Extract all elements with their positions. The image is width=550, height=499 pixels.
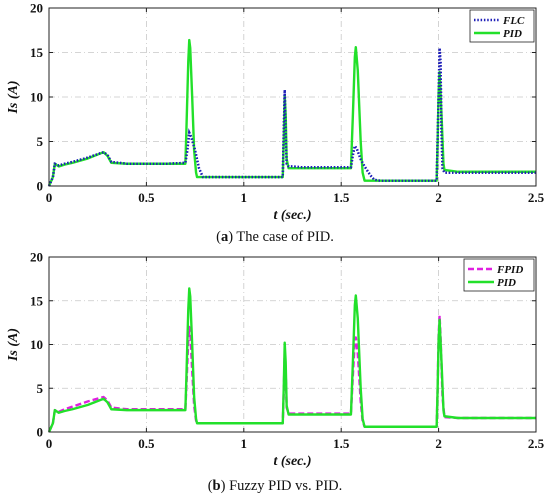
figure-caption: (b) Fuzzy PID vs. PID.	[208, 478, 343, 494]
legend-label-fpid: FPID	[496, 264, 523, 276]
y-tick-label: 15	[30, 45, 44, 60]
y-tick-label: 0	[37, 425, 44, 440]
y-tick-label: 15	[30, 293, 44, 308]
panel-b: 0 0.5 1 1.5 2 2.5 0 5 10 15 20 t (sec.) Is (A) FPIDPI…	[6, 250, 545, 495]
x-tick-label: 2	[435, 436, 442, 451]
x-tick-label: 0	[46, 190, 53, 205]
caption-text: Fuzzy PID vs. PID.	[229, 478, 342, 494]
x-tick-label: 1	[241, 436, 248, 451]
x-tick-label: 2.5	[528, 436, 545, 451]
legend-box	[463, 258, 535, 292]
y-tick-label: 10	[30, 337, 43, 352]
y-tick-label: 10	[30, 90, 43, 105]
y-tick-label: 5	[37, 134, 44, 149]
y-tick-label: 20	[30, 250, 43, 265]
x-tick-label: 2	[435, 190, 442, 205]
x-tick-label: 0.5	[138, 436, 155, 451]
figure-caption: (a) The case of PID.	[216, 229, 334, 245]
caption-paren: (	[208, 478, 213, 494]
y-tick-label: 0	[37, 179, 44, 194]
x-tick-label: 0	[46, 436, 53, 451]
x-axis-label: t (sec.)	[273, 208, 311, 223]
caption-paren: (	[216, 229, 221, 245]
panel-a: 0 0.5 1 1.5 2 2.5 0 5 10 15 20 t (sec.) Is (A) FLCPID…	[6, 1, 545, 246]
caption-text: The case of PID.	[236, 229, 333, 245]
x-tick-label: 0.5	[138, 190, 155, 205]
y-axis-label: Is (A)	[6, 80, 21, 114]
legend-box	[469, 9, 535, 43]
caption-paren: )	[228, 229, 236, 245]
y-tick-label: 5	[37, 381, 44, 396]
x-tick-label: 1.5	[333, 436, 350, 451]
caption-label: b	[213, 478, 221, 494]
y-tick-label: 20	[30, 1, 43, 16]
legend-label-pid: PID	[497, 277, 516, 289]
x-tick-label: 2.5	[528, 190, 545, 205]
y-axis-label: Is (A)	[6, 328, 21, 362]
legend-label-flc: FLC	[502, 15, 525, 27]
legend-label-pid: PID	[503, 28, 522, 40]
grid	[49, 8, 536, 186]
x-tick-label: 1	[241, 190, 248, 205]
x-axis-label: t (sec.)	[273, 454, 311, 469]
series-line-pid	[47, 287, 536, 433]
x-tick-label: 1.5	[333, 190, 350, 205]
caption-paren: )	[221, 478, 229, 494]
caption-label: a	[221, 229, 229, 245]
